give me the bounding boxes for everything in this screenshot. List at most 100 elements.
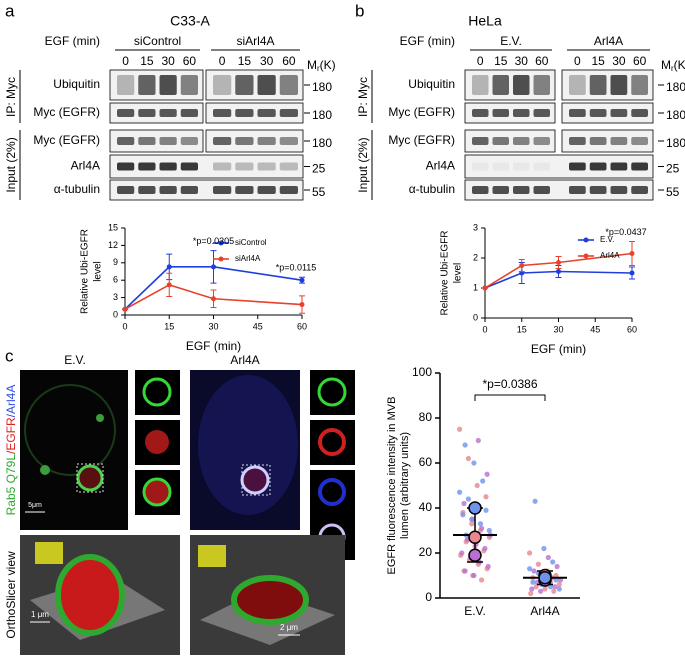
- point: [457, 426, 463, 432]
- band: [257, 137, 276, 145]
- band: [534, 163, 551, 171]
- band: [569, 162, 586, 171]
- panel-letter: a: [5, 1, 15, 20]
- band: [235, 109, 254, 117]
- point: [527, 550, 533, 556]
- band: [213, 75, 232, 95]
- mw-label: 25: [312, 162, 326, 176]
- lane-label: 30: [515, 54, 529, 68]
- side-label: IP: Myc: [4, 77, 18, 117]
- marker: [482, 285, 488, 291]
- x-tick-label: Arl4A: [530, 604, 559, 618]
- egf-label: EGF (min): [400, 34, 455, 48]
- legend-marker: [218, 240, 224, 246]
- point: [528, 590, 534, 597]
- point: [538, 588, 544, 594]
- egf-label: EGF (min): [45, 34, 100, 48]
- band: [533, 109, 550, 117]
- band: [472, 186, 489, 194]
- point: [462, 568, 468, 574]
- marker: [166, 264, 172, 270]
- band: [279, 75, 298, 95]
- series-line: [124, 266, 303, 310]
- band: [492, 137, 509, 145]
- row-label: Myc (EGFR): [33, 105, 100, 119]
- y-axis-label: Relative Ubi-EGFR: [80, 229, 91, 314]
- band: [159, 137, 177, 145]
- mr-label: Mr(K): [307, 58, 336, 73]
- point: [486, 527, 492, 534]
- band: [569, 137, 586, 145]
- lane-label: 60: [633, 54, 647, 68]
- legend-label: E.V.: [600, 235, 614, 244]
- band: [513, 75, 530, 95]
- band: [138, 75, 156, 95]
- lane-label: 0: [574, 54, 581, 68]
- y-tick-label: 40: [419, 500, 433, 514]
- band: [589, 186, 607, 194]
- band: [631, 186, 648, 194]
- legend-label: Arl4A: [600, 251, 620, 260]
- x-tick-label: 15: [164, 321, 174, 331]
- blot: [205, 129, 304, 153]
- marker: [519, 263, 525, 268]
- annotation: *p=0.0386: [482, 377, 537, 391]
- mw-label: 55: [666, 185, 680, 199]
- point: [529, 586, 535, 592]
- point: [554, 563, 560, 570]
- point: [474, 482, 480, 489]
- x-axis-label: EGF (min): [531, 342, 586, 356]
- row-label: Ubiquitin: [408, 77, 455, 91]
- blot: [464, 69, 556, 101]
- stain-part: Rab5 Q79L: [4, 454, 18, 516]
- point: [484, 471, 490, 477]
- band: [631, 137, 648, 145]
- band: [589, 162, 607, 171]
- group-label: siArl4A: [236, 34, 274, 48]
- band: [257, 75, 276, 95]
- x-tick-label: E.V.: [464, 604, 486, 618]
- point: [542, 586, 548, 592]
- band: [117, 186, 135, 194]
- band: [533, 137, 550, 145]
- blot: [205, 102, 304, 124]
- lane-label: 60: [282, 54, 296, 68]
- band: [589, 137, 607, 145]
- marker: [629, 270, 635, 276]
- x-tick-label: 15: [517, 324, 527, 334]
- band: [631, 75, 648, 95]
- point: [483, 507, 489, 513]
- band: [513, 109, 530, 117]
- band: [279, 109, 298, 117]
- legend-label: siControl: [235, 238, 267, 247]
- band: [279, 137, 298, 145]
- point: [465, 496, 471, 502]
- blot: [109, 102, 204, 124]
- band: [631, 109, 648, 117]
- x-tick-label: 60: [297, 321, 307, 331]
- band: [159, 75, 177, 95]
- band: [569, 109, 586, 117]
- y-tick-label: 15: [108, 222, 118, 232]
- band: [213, 137, 232, 145]
- lane-label: 15: [140, 54, 154, 68]
- point: [533, 584, 539, 590]
- blot: [205, 69, 304, 101]
- band: [492, 186, 509, 194]
- lane-label: 0: [122, 54, 129, 68]
- marker: [122, 306, 128, 312]
- marker: [166, 282, 172, 288]
- y-tick-label: 0: [473, 312, 478, 322]
- y-tick-label: 100: [412, 365, 432, 379]
- blot: [561, 69, 654, 101]
- band: [610, 162, 628, 171]
- mw-label: 25: [666, 162, 680, 176]
- y-tick-label: 9: [113, 257, 118, 267]
- band: [235, 137, 254, 145]
- band: [235, 75, 254, 95]
- mw-label: 180: [312, 108, 332, 122]
- lane-label: 0: [219, 54, 226, 68]
- band: [235, 162, 254, 171]
- point: [551, 588, 557, 594]
- blot: [561, 129, 654, 153]
